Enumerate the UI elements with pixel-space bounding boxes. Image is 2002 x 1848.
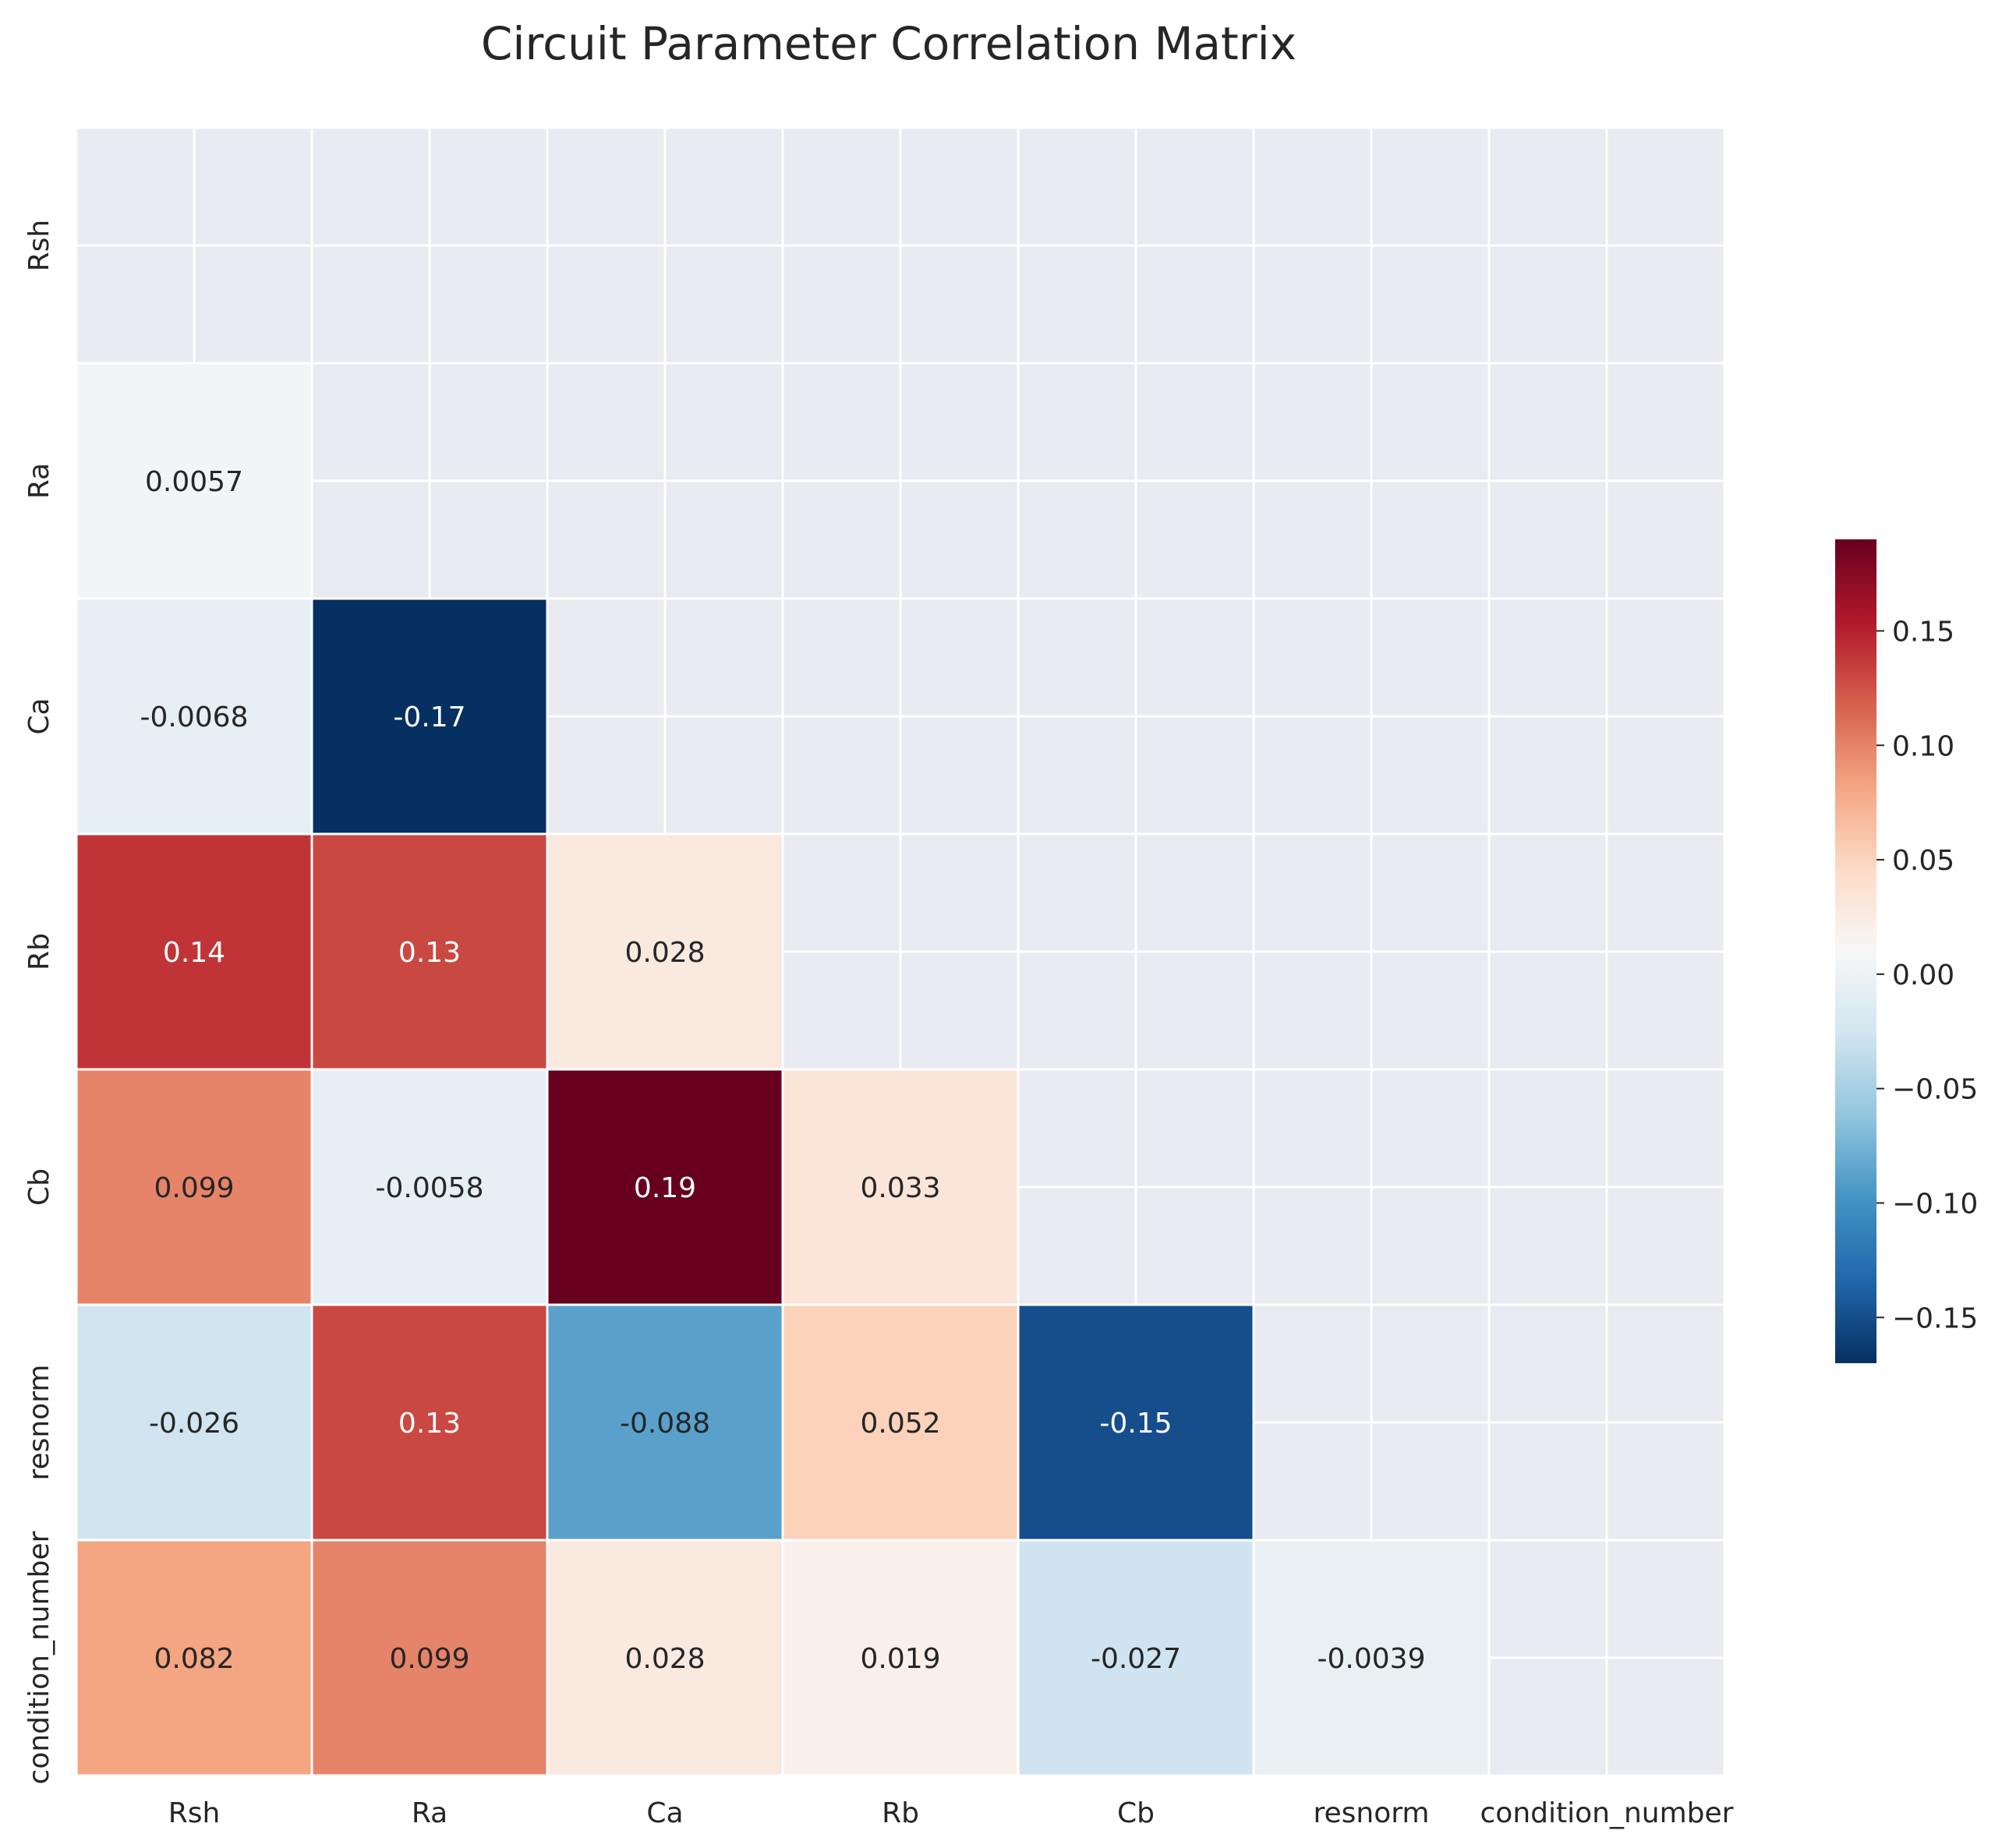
heatmap-cell-Ca-Rsh xyxy=(75,597,313,836)
heatmap-cell-condition_number-Ca xyxy=(546,1539,784,1777)
y-tick-label: Ca xyxy=(23,698,55,734)
heatmap-cells xyxy=(75,362,1491,1777)
colorbar: 0.15 0.10 0.05 0.00 −0.05 −0.10 −0.15 xyxy=(1835,539,1978,1363)
heatmap-cell-Cb-Rsh xyxy=(75,1068,313,1306)
colorbar-tick-label: 0.00 xyxy=(1892,959,1954,991)
cell-value-label: 0.19 xyxy=(634,1172,696,1204)
colorbar-tick-label: 0.10 xyxy=(1892,730,1954,762)
cell-value-label: 0.028 xyxy=(624,1643,705,1675)
cell-value-label: -0.15 xyxy=(1099,1408,1172,1440)
heatmap-cell-Rb-Rsh xyxy=(75,832,313,1071)
cell-value-label: -0.0068 xyxy=(140,701,249,733)
cell-value-label: -0.026 xyxy=(149,1408,239,1440)
cell-value-label: -0.0039 xyxy=(1318,1643,1426,1675)
cell-value-label: 0.14 xyxy=(163,937,225,969)
cell-value-label: 0.13 xyxy=(398,937,461,969)
y-tick-label: Rb xyxy=(23,933,55,970)
heatmap-cell-condition_number-Rsh xyxy=(75,1539,313,1777)
heatmap-cell-resnorm-Cb xyxy=(1017,1303,1255,1542)
heatmap-cell-condition_number-Ra xyxy=(310,1539,549,1777)
x-tick-label: Rsh xyxy=(168,1797,221,1829)
colorbar-tick-label: −0.15 xyxy=(1892,1302,1978,1334)
cell-value-label: 0.033 xyxy=(860,1172,940,1204)
y-tick-label: condition_number xyxy=(23,1531,55,1784)
y-tick-label: Rsh xyxy=(23,220,55,272)
x-tick-label: Rb xyxy=(882,1797,919,1829)
x-tick-label: Cb xyxy=(1117,1797,1155,1829)
heatmap-cell-Cb-Rb xyxy=(781,1068,1020,1306)
x-tick-label: Ca xyxy=(646,1797,683,1829)
heatmap-cell-Rb-Ca xyxy=(546,832,784,1071)
cell-value-label: 0.0057 xyxy=(145,466,243,498)
heatmap-cell-condition_number-Cb xyxy=(1017,1539,1255,1777)
x-tick-label: condition_number xyxy=(1480,1797,1734,1829)
heatmap-cell-condition_number-Rb xyxy=(781,1539,1020,1777)
x-axis-tick-labels: Rsh Ra Ca Rb Cb resnorm condition_number xyxy=(168,1797,1734,1829)
colorbar-tick-label: −0.05 xyxy=(1892,1074,1978,1106)
heatmap-cell-resnorm-Rsh xyxy=(75,1303,313,1542)
heatmap-cell-resnorm-Ca xyxy=(546,1303,784,1542)
heatmap-cell-Cb-Ra xyxy=(310,1068,549,1306)
heatmap-cell-Rb-Ra xyxy=(310,832,549,1071)
y-axis-tick-labels: Rsh Ra Ca Rb Cb resnorm condition_number xyxy=(23,220,55,1785)
cell-value-label: 0.082 xyxy=(154,1643,234,1675)
colorbar-tick-label: 0.15 xyxy=(1892,616,1954,648)
x-tick-label: resnorm xyxy=(1314,1797,1430,1829)
cell-value-label: -0.027 xyxy=(1091,1643,1181,1675)
heatmap-cell-Ca-Ra xyxy=(310,597,549,836)
cell-value-label: -0.0058 xyxy=(376,1172,484,1204)
colorbar-tick-label: −0.10 xyxy=(1892,1188,1978,1220)
chart-title: Circuit Parameter Correlation Matrix xyxy=(481,17,1296,70)
cell-value-label: -0.17 xyxy=(393,701,465,733)
x-tick-label: Ra xyxy=(412,1797,447,1829)
colorbar-tick-label: 0.05 xyxy=(1892,845,1954,877)
y-tick-label: resnorm xyxy=(23,1365,55,1481)
heatmap-cell-labels: 0.0057 -0.0068 -0.17 0.14 0.13 0.028 0.099 -0.0… xyxy=(140,466,1426,1675)
cell-value-label: 0.099 xyxy=(154,1172,234,1204)
cell-value-label: -0.088 xyxy=(620,1408,710,1440)
cell-value-label: 0.019 xyxy=(860,1643,940,1675)
y-tick-label: Ra xyxy=(23,463,55,499)
y-tick-label: Cb xyxy=(23,1168,55,1206)
cell-value-label: 0.052 xyxy=(860,1408,940,1440)
heatmap-cell-Ra-Rsh xyxy=(75,362,313,600)
colorbar-gradient xyxy=(1835,539,1876,1363)
cell-value-label: 0.13 xyxy=(398,1408,461,1440)
heatmap-cell-condition_number-resnorm xyxy=(1252,1539,1491,1777)
heatmap-cell-resnorm-Ra xyxy=(310,1303,549,1542)
cell-value-label: 0.099 xyxy=(389,1643,469,1675)
heatmap-cell-Cb-Ca xyxy=(546,1068,784,1306)
cell-value-label: 0.028 xyxy=(624,937,705,969)
heatmap-cell-resnorm-Rb xyxy=(781,1303,1020,1542)
